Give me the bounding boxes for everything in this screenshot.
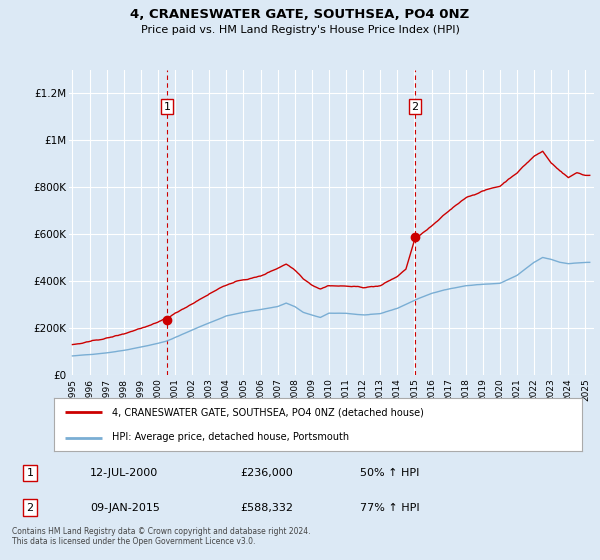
Text: £588,332: £588,332 xyxy=(240,503,293,513)
Text: 4, CRANESWATER GATE, SOUTHSEA, PO4 0NZ (detached house): 4, CRANESWATER GATE, SOUTHSEA, PO4 0NZ (… xyxy=(112,408,424,418)
Text: 4, CRANESWATER GATE, SOUTHSEA, PO4 0NZ: 4, CRANESWATER GATE, SOUTHSEA, PO4 0NZ xyxy=(130,8,470,21)
Text: 50% ↑ HPI: 50% ↑ HPI xyxy=(360,468,419,478)
Text: 77% ↑ HPI: 77% ↑ HPI xyxy=(360,503,419,513)
Text: 1: 1 xyxy=(163,101,170,111)
Text: 2: 2 xyxy=(412,101,419,111)
Text: HPI: Average price, detached house, Portsmouth: HPI: Average price, detached house, Port… xyxy=(112,432,349,442)
Text: Contains HM Land Registry data © Crown copyright and database right 2024.
This d: Contains HM Land Registry data © Crown c… xyxy=(12,526,311,546)
Text: Price paid vs. HM Land Registry's House Price Index (HPI): Price paid vs. HM Land Registry's House … xyxy=(140,25,460,35)
Text: 2: 2 xyxy=(26,503,34,513)
Text: 12-JUL-2000: 12-JUL-2000 xyxy=(90,468,158,478)
Text: 09-JAN-2015: 09-JAN-2015 xyxy=(90,503,160,513)
Text: 1: 1 xyxy=(26,468,34,478)
Text: £236,000: £236,000 xyxy=(240,468,293,478)
